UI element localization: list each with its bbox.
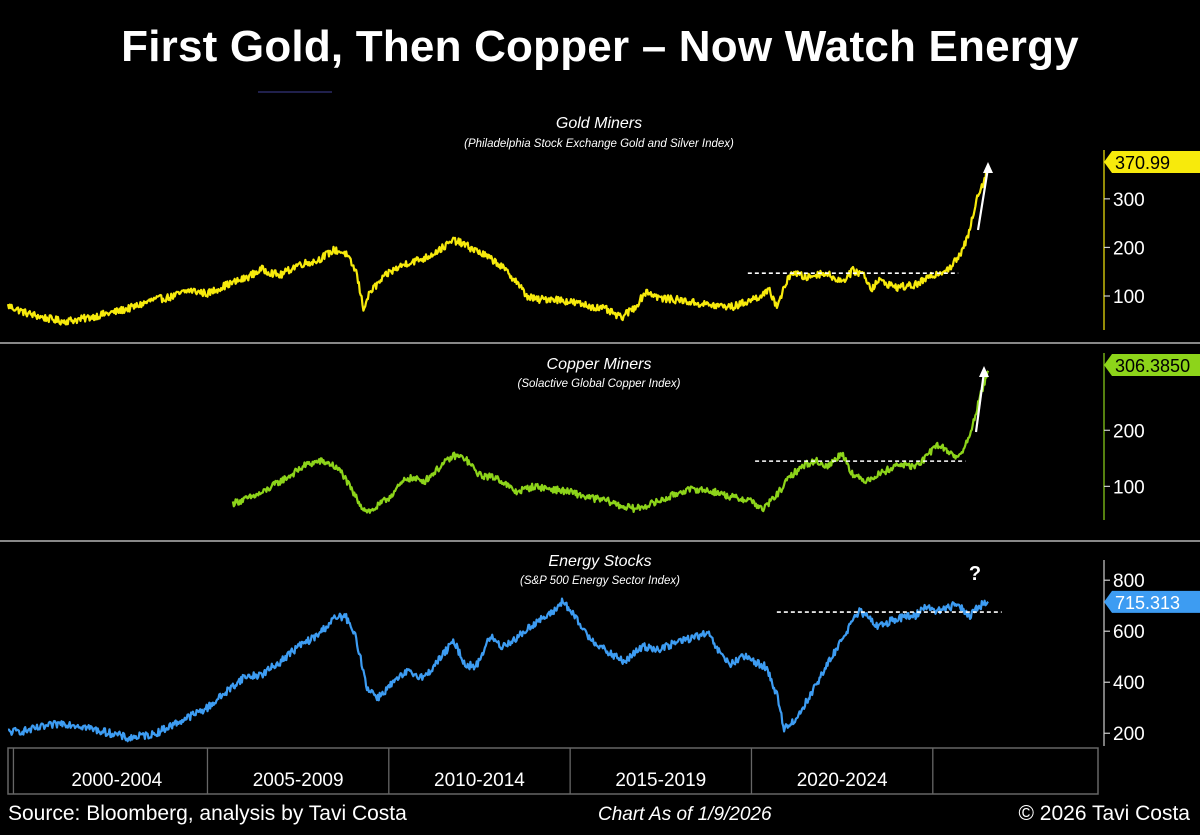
panel-title: Copper Miners xyxy=(547,356,652,373)
panel-title: Energy Stocks xyxy=(548,553,651,570)
y-tick-label: 100 xyxy=(1113,287,1145,308)
footer-source: Source: Bloomberg, analysis by Tavi Cost… xyxy=(8,802,407,825)
last-value-label: 715.313 xyxy=(1115,593,1180,613)
y-tick-label: 100 xyxy=(1113,477,1145,498)
series-line xyxy=(231,370,990,514)
series-line xyxy=(7,597,989,743)
arrow-up-icon xyxy=(976,167,990,231)
panel-subtitle: (Philadelphia Stock Exchange Gold and Si… xyxy=(464,138,734,150)
y-tick-label: 200 xyxy=(1113,238,1145,259)
last-value-tag xyxy=(1104,151,1200,173)
page-title: First Gold, Then Copper – Now Watch Ener… xyxy=(121,22,1079,71)
arrow-head xyxy=(983,162,993,173)
last-value-label: 306.3850 xyxy=(1115,356,1190,376)
arrow-head xyxy=(979,366,989,377)
panel-subtitle: (S&P 500 Energy Sector Index) xyxy=(520,575,680,587)
x-axis-frame xyxy=(7,747,1099,795)
x-tick-label: 2005-2009 xyxy=(253,770,344,791)
panel-title: Gold Miners xyxy=(556,115,642,132)
x-tick-label: 2015-2019 xyxy=(615,770,706,791)
last-value-tag xyxy=(1104,354,1200,376)
last-value-tag xyxy=(1104,590,1200,613)
x-tick-label: 2020-2024 xyxy=(797,770,888,791)
arrow-up-icon xyxy=(974,371,986,433)
x-tick-label: 2000-2004 xyxy=(71,770,162,791)
panel-energy-stocks: Energy Stocks (S&P 500 Energy Sector Inde… xyxy=(7,553,1200,746)
series-line xyxy=(6,164,990,326)
y-tick-label: 400 xyxy=(1113,673,1145,694)
panel-subtitle: (Solactive Global Copper Index) xyxy=(518,378,681,390)
x-tick-label: 2010-2014 xyxy=(434,770,525,791)
y-tick-label: 600 xyxy=(1113,622,1145,643)
panel-gold-miners: Gold Miners (Philadelphia Stock Exchange … xyxy=(6,115,1200,330)
y-tick-label: 800 xyxy=(1113,571,1145,592)
question-mark-annotation: ? xyxy=(969,563,981,585)
y-tick-label: 200 xyxy=(1113,421,1145,442)
last-value-label: 370.99 xyxy=(1115,153,1170,173)
x-axis: 2000-2004 2005-2009 2010-2014 2015-2019 2020… xyxy=(7,747,1099,795)
panel-copper-miners: Copper Miners (Solactive Global Copper In… xyxy=(231,353,1200,520)
footer-date: Chart As of 1/9/2026 xyxy=(598,804,772,825)
y-tick-label: 200 xyxy=(1113,724,1145,745)
footer-copyright: © 2026 Tavi Costa xyxy=(1018,802,1190,825)
y-tick-label: 300 xyxy=(1113,190,1145,211)
